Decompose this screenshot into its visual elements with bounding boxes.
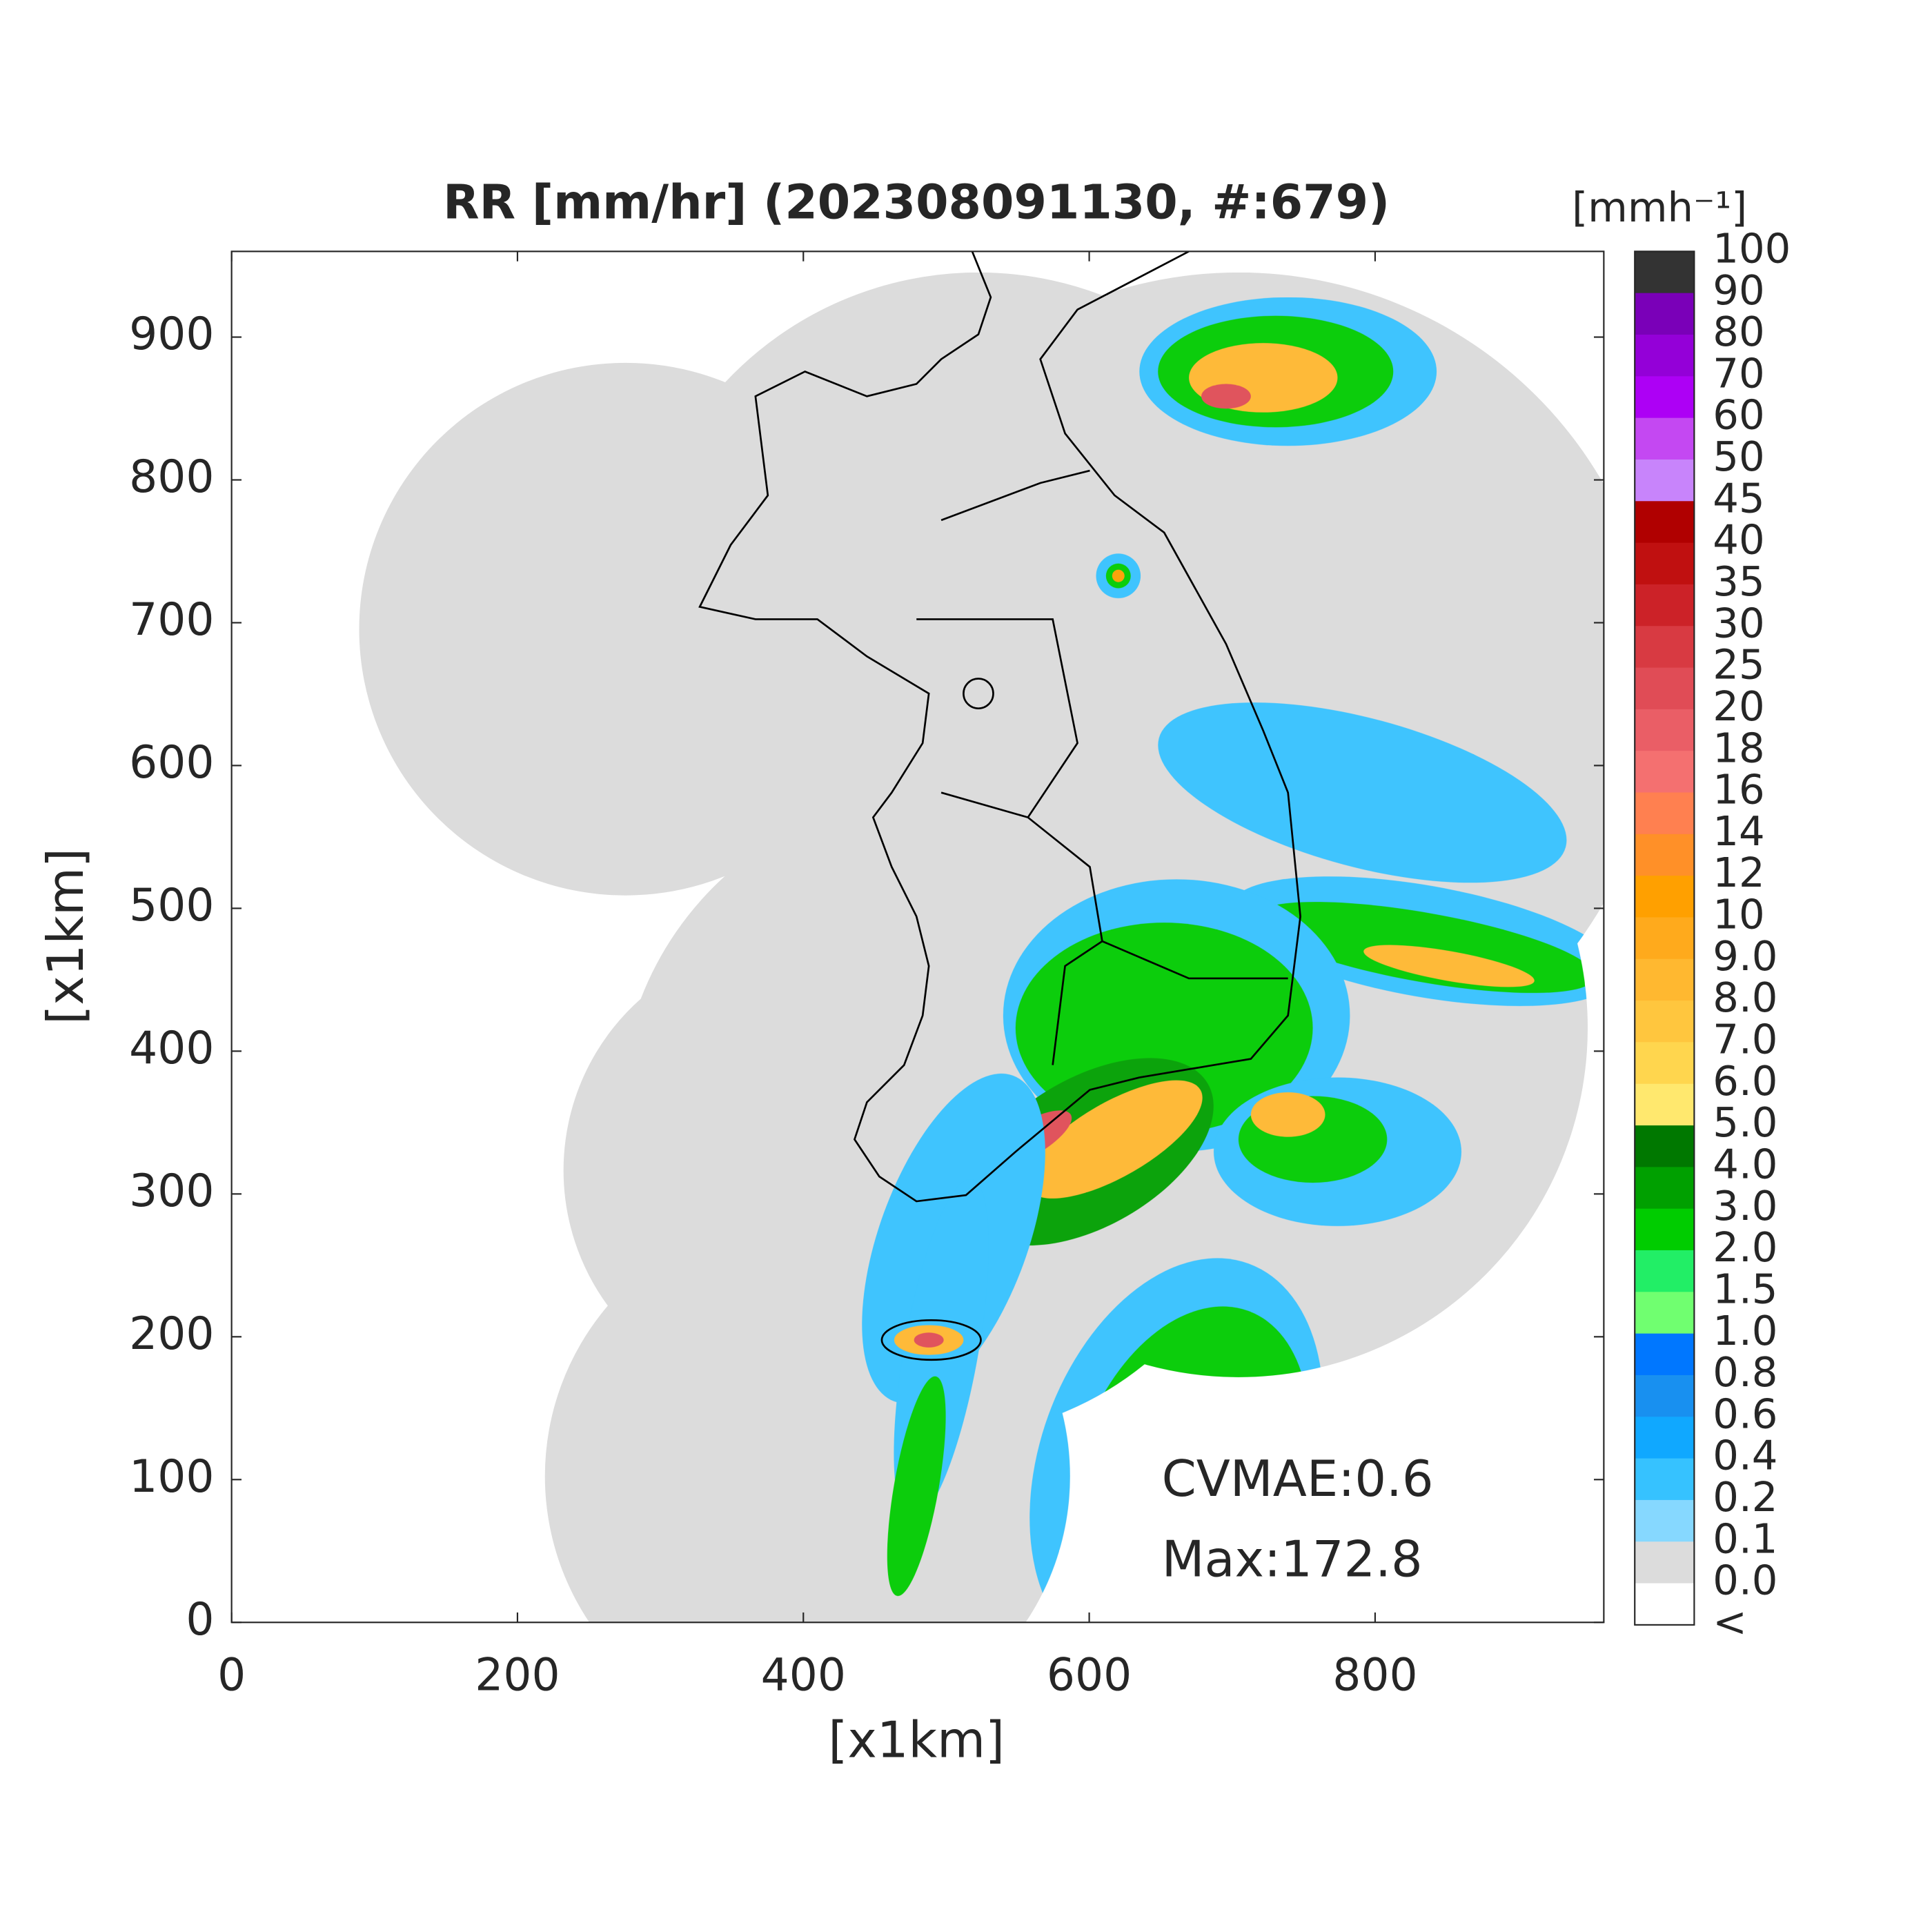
x-tick-label: 200: [475, 1650, 560, 1702]
colorbar-level: 2.0: [1713, 1223, 1777, 1271]
colorbar-segment: [1635, 1042, 1695, 1085]
colorbar-level: 80: [1713, 308, 1764, 355]
colorbar-level: 0.8: [1713, 1348, 1777, 1396]
colorbar-level: 0.4: [1713, 1432, 1777, 1479]
colorbar-level: 45: [1713, 474, 1764, 522]
title: RR [mm/hr] (202308091130, #:679): [443, 175, 1390, 230]
colorbar-segment: [1635, 459, 1695, 502]
colorbar-level: 0.0: [1713, 1557, 1777, 1604]
y-tick-label: 800: [129, 451, 214, 503]
colorbar-segment: [1635, 792, 1695, 835]
colorbar-segment: [1635, 1125, 1695, 1168]
colorbar-segment: [1635, 293, 1695, 335]
colorbar-segment: [1635, 417, 1695, 460]
colorbar-level: 70: [1713, 349, 1764, 397]
colorbar-segment: [1635, 501, 1695, 544]
colorbar-segment: [1635, 834, 1695, 877]
colorbar-level: 4.0: [1713, 1140, 1777, 1187]
colorbar-segment: [1635, 709, 1695, 752]
annotation: Max:172.8: [1162, 1530, 1423, 1588]
colorbar-segment: [1635, 1583, 1695, 1626]
y-tick-label: 100: [129, 1451, 214, 1503]
colorbar-level: 8.0: [1713, 974, 1777, 1021]
colorbar-segment: [1635, 1541, 1695, 1584]
colorbar-level: 60: [1713, 391, 1764, 439]
colorbar-segment: [1635, 1083, 1695, 1126]
colorbar-level: 30: [1713, 599, 1764, 647]
colorbar-level: 25: [1713, 641, 1764, 689]
colorbar-level: 0.1: [1713, 1515, 1777, 1562]
colorbar-level: 50: [1713, 433, 1764, 480]
plot-frame: [230, 250, 1605, 1624]
colorbar-segment: [1635, 1417, 1695, 1459]
colorbar-segment: [1635, 751, 1695, 793]
y-tick-label: 600: [129, 737, 214, 789]
y-tick-label: 0: [186, 1594, 214, 1646]
colorbar-level: 9.0: [1713, 932, 1777, 980]
y-tick-label: 900: [129, 308, 214, 360]
colorbar-level: 35: [1713, 558, 1764, 605]
colorbar-level: 5.0: [1713, 1098, 1777, 1146]
colorbar-level: 12: [1713, 849, 1764, 896]
colorbar-segment: [1635, 542, 1695, 585]
colorbar-level: 3.0: [1713, 1182, 1777, 1230]
plot-area: [359, 251, 1604, 1623]
y-axis-label: [x1km]: [37, 848, 95, 1025]
coastline: [698, 251, 1301, 1361]
colorbar-segment: [1635, 876, 1695, 918]
colorbar-level: 6.0: [1713, 1057, 1777, 1105]
colorbar-segment: [1635, 667, 1695, 710]
colorbar-segment: [1635, 1374, 1695, 1418]
y-tick-label: 500: [129, 880, 214, 931]
colorbar-level: 7.0: [1713, 1016, 1777, 1063]
colorbar-segment: [1635, 1333, 1695, 1376]
y-tick-label: 400: [129, 1023, 214, 1074]
colorbar-segment: [1635, 1499, 1695, 1543]
colorbar-label: [mmh⁻¹]: [1572, 184, 1747, 231]
colorbar-segment: [1635, 1167, 1695, 1210]
x-tick-label: 0: [217, 1650, 246, 1702]
colorbar-segment: [1635, 584, 1695, 627]
x-tick-label: 600: [1047, 1650, 1132, 1702]
colorbar-level: 40: [1713, 516, 1764, 564]
colorbar-level: <: [1713, 1598, 1747, 1646]
colorbar-segment: [1635, 376, 1695, 419]
colorbar-segment: [1635, 334, 1695, 377]
colorbar-level: 20: [1713, 682, 1764, 730]
colorbar-level: 0.6: [1713, 1390, 1777, 1437]
y-tick-label: 200: [129, 1308, 214, 1360]
colorbar-level: 90: [1713, 266, 1764, 314]
y-tick-label: 700: [129, 594, 214, 646]
colorbar-segment: [1635, 626, 1695, 669]
colorbar-segment: [1635, 1292, 1695, 1334]
colorbar-level: 0.2: [1713, 1473, 1777, 1521]
colorbar-segment: [1635, 917, 1695, 960]
radar-field: [359, 272, 1604, 1623]
colorbar-segment: [1635, 1250, 1695, 1293]
colorbar-segment: [1635, 958, 1695, 1001]
colorbar-level: 1.5: [1713, 1265, 1777, 1312]
x-axis-label: [x1km]: [828, 1711, 1005, 1769]
x-tick-label: 400: [761, 1650, 846, 1702]
colorbar-segment: [1635, 1000, 1695, 1043]
colorbar-level: 1.0: [1713, 1307, 1777, 1354]
colorbar-level: 16: [1713, 766, 1764, 814]
colorbar-level: 10: [1713, 891, 1764, 938]
colorbar-level: 14: [1713, 807, 1764, 855]
x-tick-label: 800: [1332, 1650, 1417, 1702]
colorbar-segment: [1635, 1458, 1695, 1501]
y-tick-label: 300: [129, 1165, 214, 1217]
annotation: CVMAE:0.6: [1162, 1450, 1434, 1508]
colorbar-level: 18: [1713, 724, 1764, 771]
colorbar-frame: [1634, 250, 1695, 1626]
colorbar-segment: [1635, 251, 1695, 294]
colorbar-level: 100: [1713, 224, 1791, 272]
colorbar-segment: [1635, 1208, 1695, 1251]
